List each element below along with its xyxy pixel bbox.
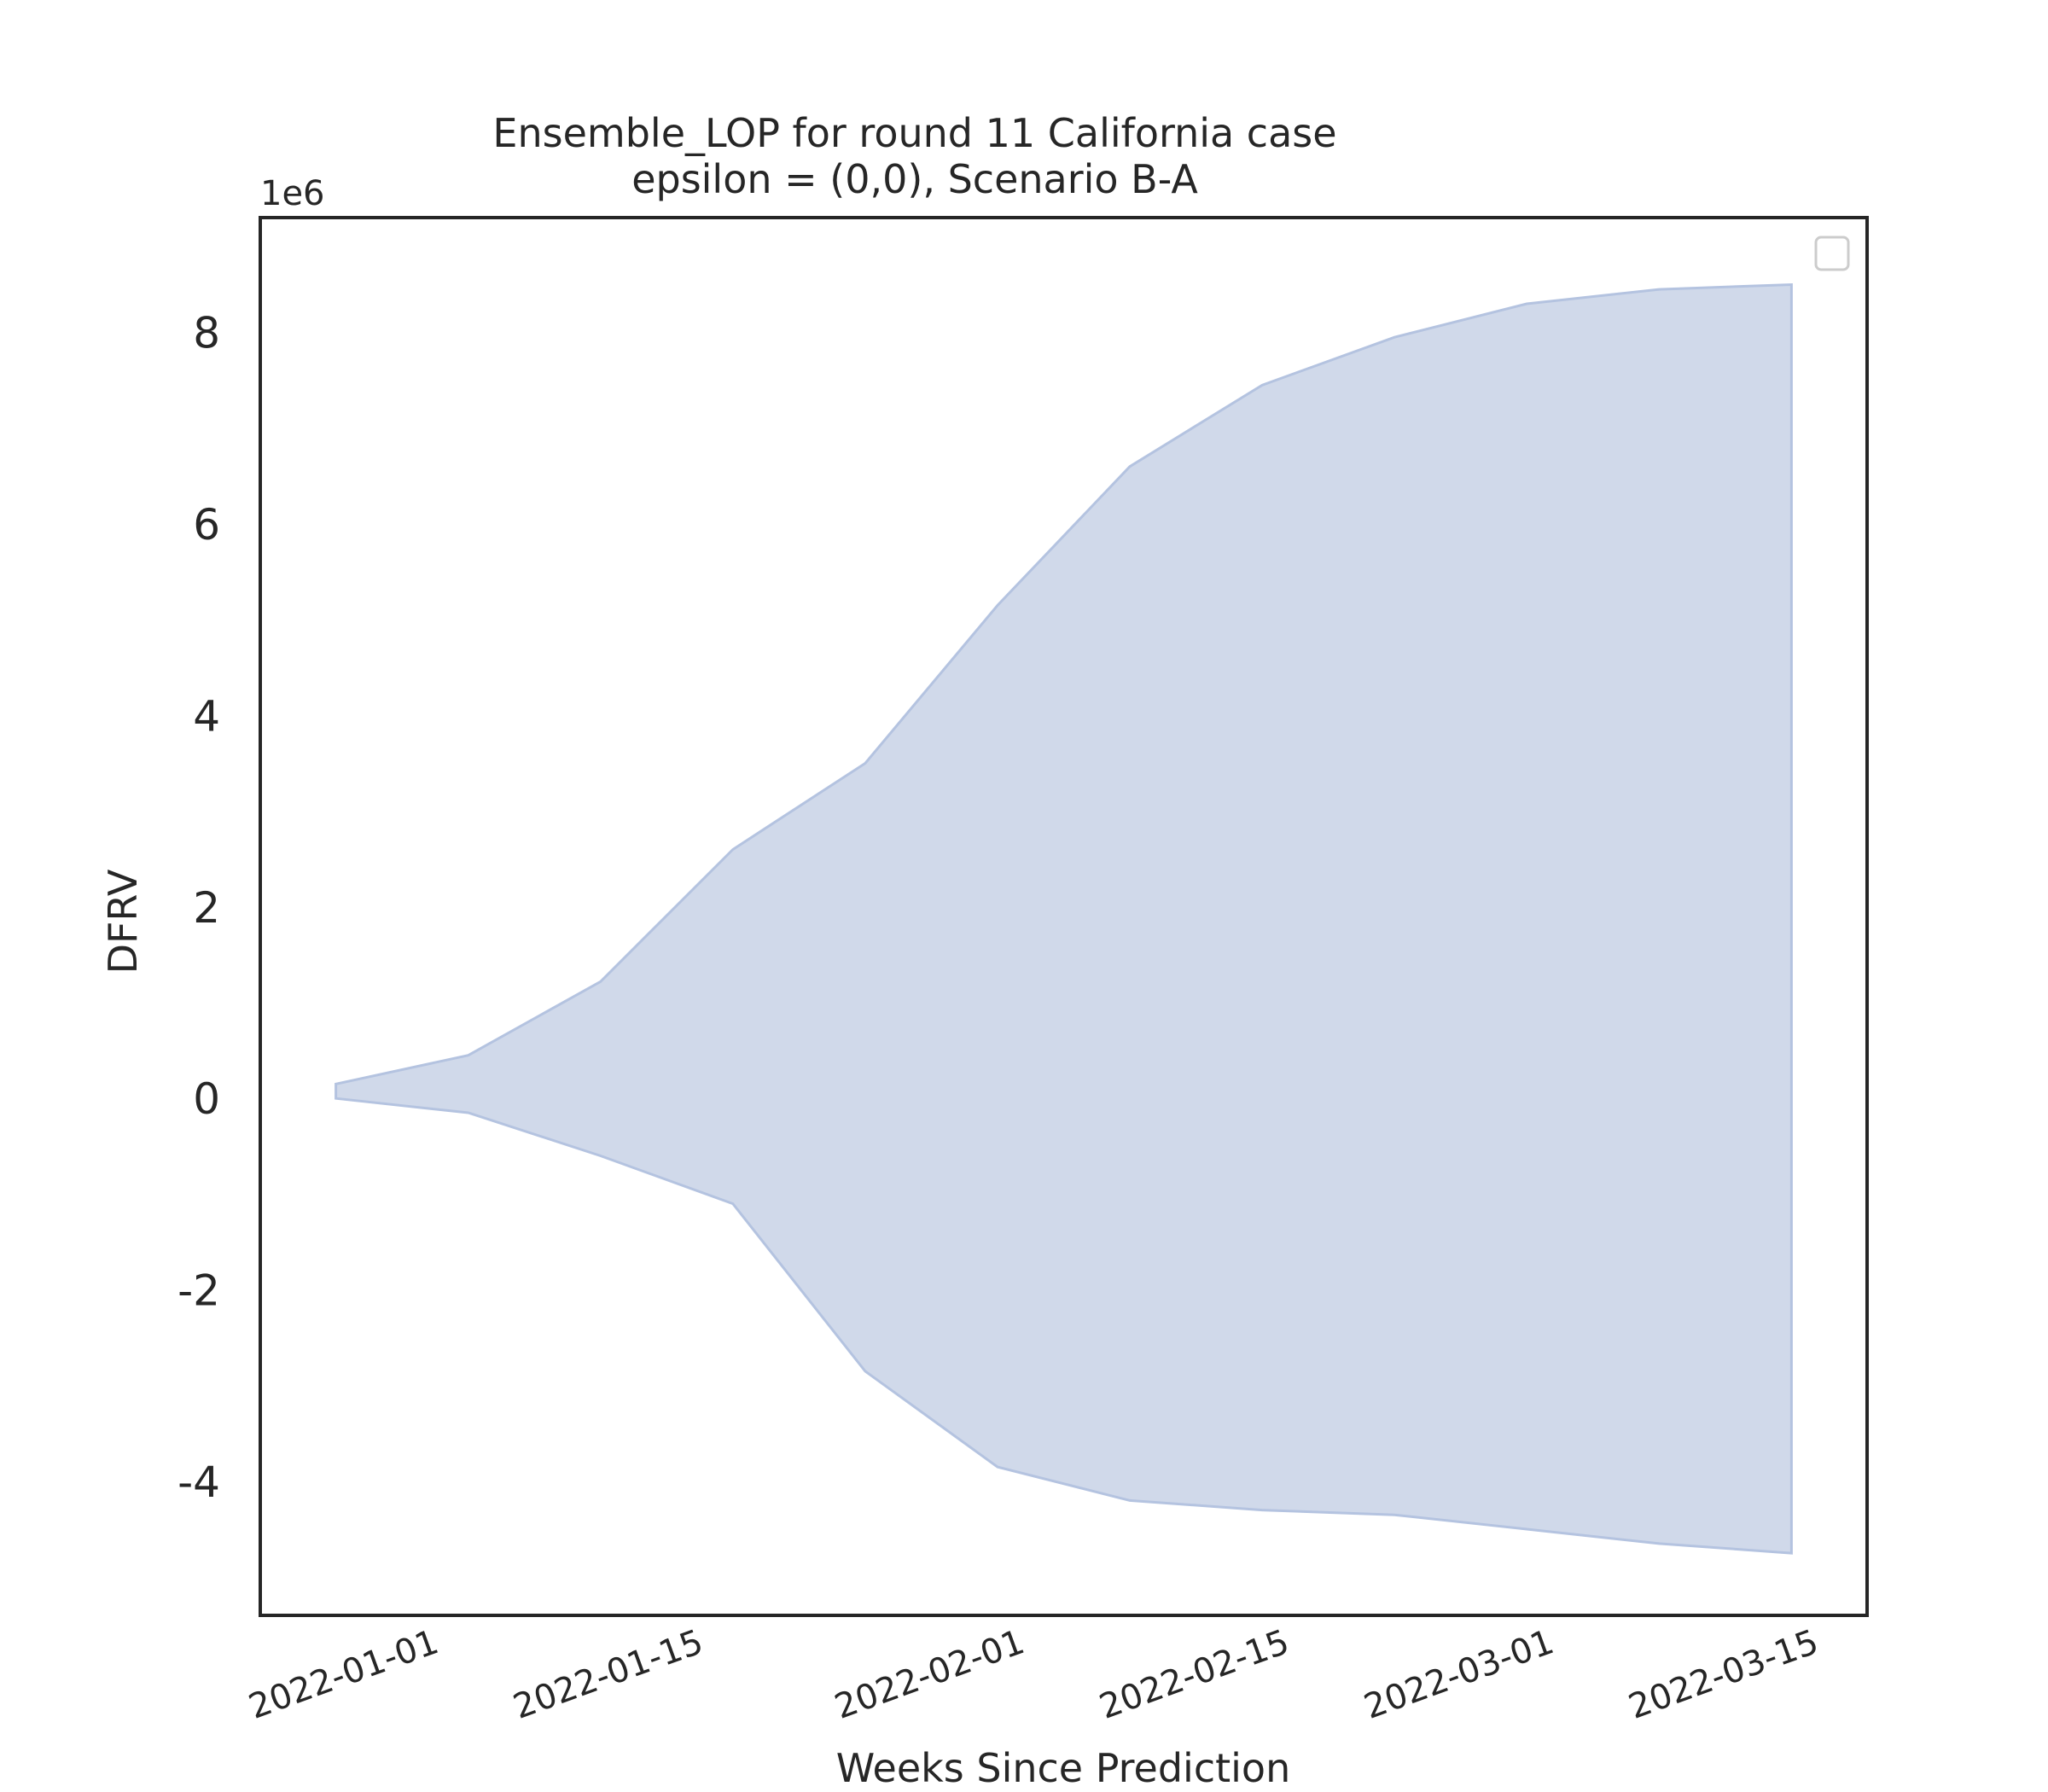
y-tick-label: 2 xyxy=(193,883,220,933)
x-tick-label: 2022-01-15 xyxy=(509,1622,708,1727)
y-tick-labels: -4 -2 0 2 4 6 8 xyxy=(177,309,220,1507)
y-offset-label: 1e6 xyxy=(260,174,325,213)
x-tick-label: 2022-03-15 xyxy=(1624,1622,1824,1727)
chart-subtitle: epsilon = (0,0), Scenario B-A xyxy=(631,156,1198,202)
y-tick-label: -4 xyxy=(177,1457,220,1507)
uncertainty-band xyxy=(335,282,1793,1555)
chart-title: Ensemble_LOP for round 11 California cas… xyxy=(492,110,1336,156)
plot-frame xyxy=(259,216,1869,1617)
legend-box xyxy=(1814,236,1850,271)
x-tick-label: 2022-01-01 xyxy=(244,1622,444,1727)
y-axis-label: DFRV xyxy=(100,869,146,974)
x-tick-label: 2022-02-01 xyxy=(829,1622,1029,1727)
x-axis-label: Weeks Since Prediction xyxy=(836,1745,1290,1791)
x-tick-label: 2022-03-01 xyxy=(1359,1622,1559,1727)
y-tick-label: -2 xyxy=(177,1266,220,1316)
x-tick-labels: 2022-01-01 2022-01-15 2022-02-01 2022-02-15… xyxy=(244,1622,1824,1727)
x-tick-label: 2022-02-15 xyxy=(1095,1622,1295,1727)
y-tick-label: 4 xyxy=(193,691,220,741)
y-tick-label: 6 xyxy=(193,500,220,550)
y-tick-label: 8 xyxy=(193,309,220,358)
y-tick-label: 0 xyxy=(193,1074,220,1124)
plot-area xyxy=(335,282,1793,1555)
